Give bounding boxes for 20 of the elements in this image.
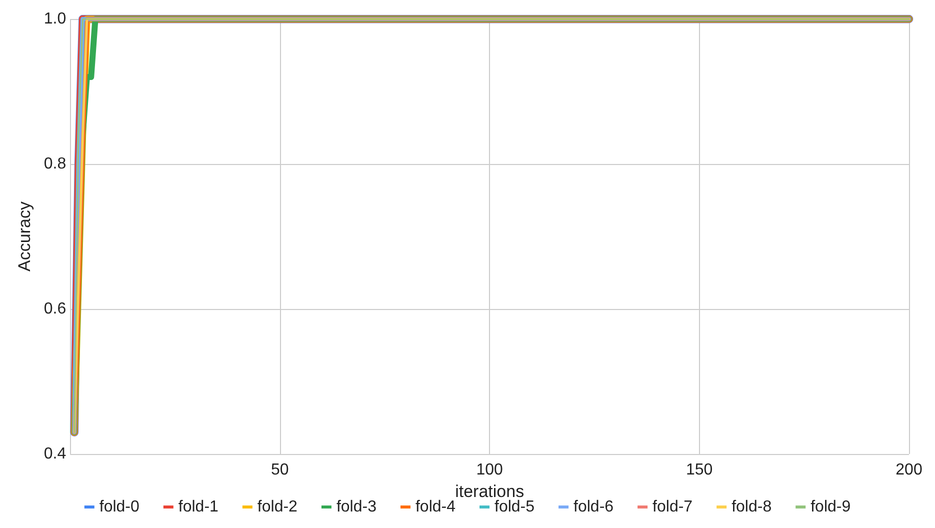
legend-label: fold-2 bbox=[257, 498, 298, 516]
y-tick-label: 0.8 bbox=[44, 156, 66, 172]
x-axis-title: iterations bbox=[455, 482, 524, 501]
legend-label: fold-7 bbox=[652, 498, 693, 516]
x-tick-label: 150 bbox=[686, 462, 713, 478]
legend-label: fold-6 bbox=[574, 498, 614, 516]
legend-label: fold-1 bbox=[178, 498, 219, 516]
y-tick-label: 0.6 bbox=[44, 300, 66, 318]
y-axis-title: Accuracy bbox=[15, 201, 34, 272]
legend-label: fold-8 bbox=[732, 498, 772, 516]
y-tick-label: 1.0 bbox=[44, 10, 66, 28]
x-tick-label: 100 bbox=[476, 462, 504, 478]
legend-label: fold-9 bbox=[810, 498, 851, 516]
x-tick-label: 200 bbox=[896, 462, 922, 478]
legend-label: fold-3 bbox=[336, 498, 377, 516]
legend-label: fold-5 bbox=[494, 498, 535, 516]
legend-label: fold-4 bbox=[415, 498, 456, 516]
y-tick-label: 0.4 bbox=[44, 446, 66, 462]
x-tick-label: 50 bbox=[270, 462, 289, 478]
legend-label: fold-0 bbox=[99, 498, 140, 516]
